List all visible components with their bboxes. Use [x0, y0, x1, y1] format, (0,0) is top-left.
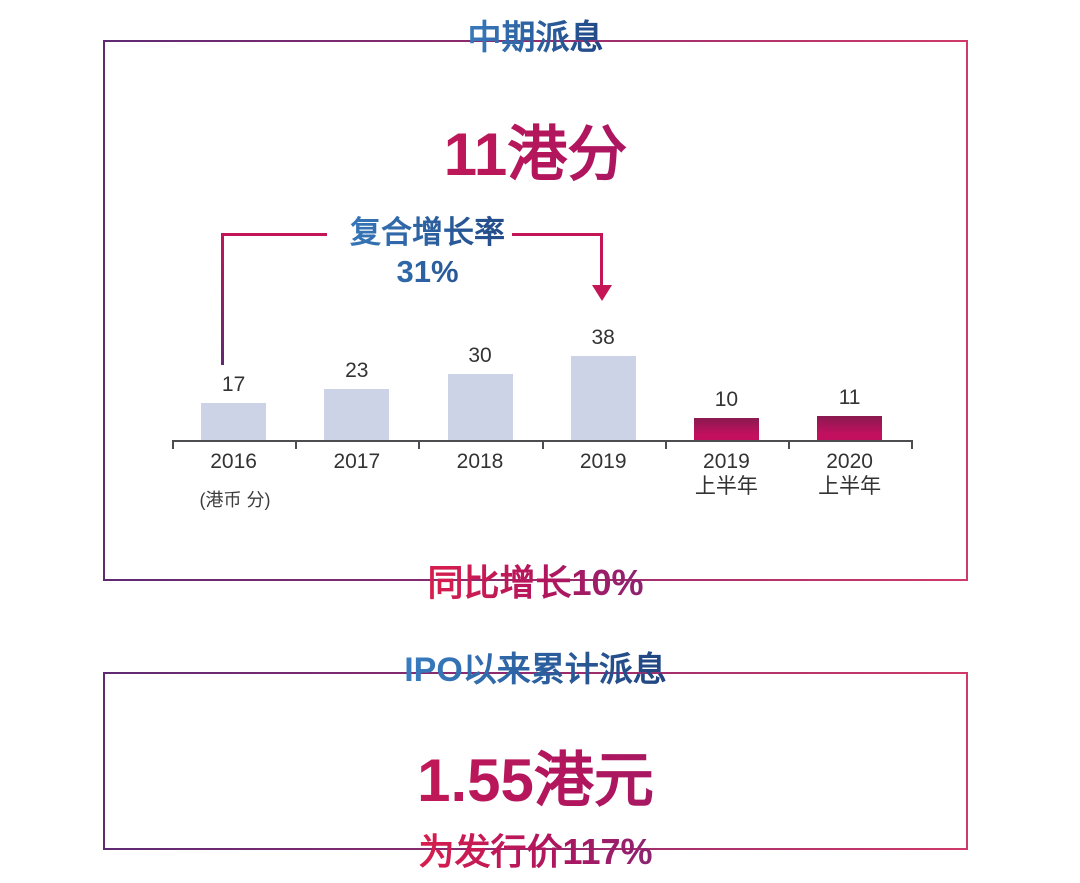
bar-category-label: 2019 上半年 — [694, 450, 758, 499]
bar — [324, 389, 390, 440]
bar-value-label: 17 — [221, 372, 246, 396]
bar — [447, 374, 513, 440]
ipo-panel-title: IPO以来累计派息 — [378, 650, 693, 691]
cagr-label: 复合增长率 — [305, 214, 550, 253]
interim-panel-title: 中期派息 — [442, 18, 630, 59]
interim-dividend-panel: 中期派息 11港分 复合增长率 31% 17 2016 23 2017 30 2018 38… — [103, 19, 968, 603]
interim-dividend-headline: 11港分 — [105, 106, 966, 193]
bar-category-label: 2018 — [456, 450, 504, 473]
chart-unit-note: (港币 分) — [199, 490, 271, 510]
axis-tick — [172, 440, 174, 449]
axis-tick — [788, 440, 790, 449]
bar-category-label: 2020 上半年 — [818, 450, 882, 499]
bar-category-label: 2016 — [210, 450, 257, 473]
interim-panel-footer: 同比增长10% — [401, 561, 669, 604]
bar — [693, 418, 759, 440]
cagr-bracket-line-right — [512, 233, 603, 236]
bar-value-label: 10 — [714, 388, 739, 411]
ipo-panel-footer: 为发行价117% — [392, 830, 678, 873]
bar-category-label: 2019 — [579, 450, 627, 473]
axis-tick — [911, 440, 914, 449]
axis-tick — [664, 440, 667, 449]
bar-value-label: 23 — [345, 359, 369, 383]
bar-value-label: 38 — [591, 326, 615, 350]
bar — [201, 402, 267, 440]
ipo-dividend-headline: 1.55港元 — [105, 732, 966, 819]
bar-value-label: 11 — [838, 385, 861, 409]
axis-tick — [541, 440, 544, 449]
cagr-bracket-line-left — [221, 233, 327, 236]
bar — [817, 415, 883, 440]
axis-tick — [295, 440, 298, 449]
cagr-bracket-start-line — [221, 233, 224, 365]
axis-tick — [418, 440, 421, 449]
bar-chart: 17 2016 23 2017 30 2018 38 2019 10 2019 上半年 11 2020 上… — [105, 42, 966, 579]
bar-value-label: 30 — [468, 344, 492, 367]
cagr-annotation: 复合增长率 31% — [305, 214, 550, 292]
bar-category-label: 2017 — [333, 450, 381, 473]
cagr-arrow-stem — [600, 233, 603, 286]
bar — [570, 356, 636, 440]
cagr-arrow-down-icon — [592, 285, 612, 301]
ipo-dividend-panel: IPO以来累计派息 1.55港元 为发行价117% — [103, 651, 968, 872]
cagr-value: 31% — [305, 253, 550, 292]
